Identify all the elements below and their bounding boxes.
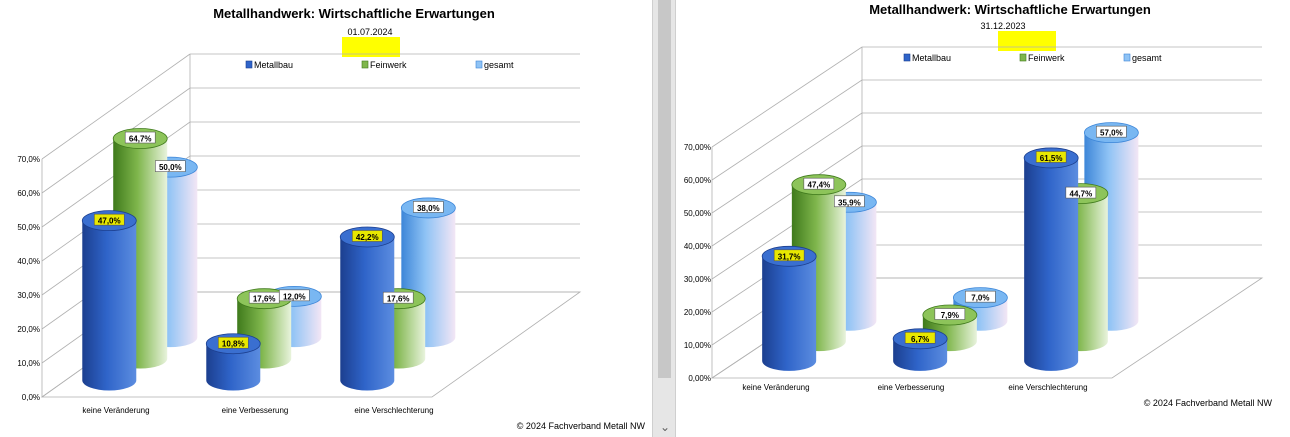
chart-subtitle: 01.07.2024 xyxy=(347,27,392,37)
data-label-box xyxy=(803,177,835,190)
x-tick-label: eine Verbesserung xyxy=(222,406,289,415)
data-label-box xyxy=(934,308,966,320)
bar-metallbau xyxy=(762,256,817,371)
data-label: 50,0% xyxy=(159,163,182,172)
data-label: 6,7% xyxy=(911,335,929,344)
bar-metallbau xyxy=(1024,157,1079,371)
gridline-side xyxy=(41,53,191,160)
data-label: 7,9% xyxy=(941,311,959,320)
gridline-side xyxy=(711,112,863,214)
chevron-down-icon[interactable]: ⌄ xyxy=(659,420,671,434)
data-labels: 50,0% 12,0% 38,0% 64,7% 17,6% 17,6% 47,0% 10,8%… xyxy=(93,131,444,349)
data-label: 61,5% xyxy=(1040,154,1063,163)
data-labels: 35,9% 7,0% 57,0% 47,4% 7,9% 44,7% 31,7% 6,7% 61,… xyxy=(773,125,1127,344)
data-label: 57,0% xyxy=(1100,129,1123,138)
data-label: 47,0% xyxy=(98,217,121,226)
scrollbar-thumb[interactable] xyxy=(658,0,671,378)
data-label-box xyxy=(1065,186,1097,199)
y-tick-label: 30,0% xyxy=(17,291,40,300)
legend-gesamt-label: gesamt xyxy=(484,60,514,70)
bar-metallbau xyxy=(206,343,261,391)
y-tick-label: 0,0% xyxy=(22,393,40,402)
y-tick-label: 0,00% xyxy=(688,374,711,383)
data-label: 17,6% xyxy=(387,295,410,304)
legend-metallbau-swatch xyxy=(245,60,253,69)
data-label-box xyxy=(155,160,186,172)
data-label-box xyxy=(1096,125,1127,138)
bar-metallbau xyxy=(340,236,395,391)
data-label: 44,7% xyxy=(1070,190,1093,199)
data-label: 7,0% xyxy=(971,294,989,303)
y-tick-label: 10,0% xyxy=(17,359,40,368)
data-label: 47,4% xyxy=(808,181,831,190)
data-label-box xyxy=(904,331,936,344)
chart-panel-left: Metallhandwerk: Wirtschaftliche Erwartun… xyxy=(17,6,646,431)
bars xyxy=(81,128,456,391)
data-label-box xyxy=(773,249,805,262)
y-tick-label: 30,00% xyxy=(684,275,711,284)
data-label: 17,6% xyxy=(253,295,276,304)
copyright-footer: © 2024 Fachverband Metall NW xyxy=(1144,398,1273,408)
legend-feinwerk-label: Feinwerk xyxy=(370,60,407,70)
legend-gesamt-swatch xyxy=(475,60,483,69)
chart-svg: Metallhandwerk: Wirtschaftliche Erwartun… xyxy=(17,6,646,431)
y-tick-label: 40,00% xyxy=(684,242,711,251)
x-tick-label: keine Veränderung xyxy=(82,406,149,415)
gridline-side xyxy=(711,46,863,148)
y-tick-label: 40,0% xyxy=(17,257,40,266)
bar-metallbau xyxy=(82,220,137,391)
chart-svg: Metallhandwerk: Wirtschaftliche Erwartun… xyxy=(684,2,1273,408)
y-tick-label: 50,0% xyxy=(17,223,40,232)
data-label-box xyxy=(93,213,125,226)
data-label-box xyxy=(1035,151,1067,163)
bars xyxy=(761,122,1139,371)
y-tick-label: 70,00% xyxy=(684,143,711,152)
gridline-side xyxy=(711,145,863,247)
data-label: 38,0% xyxy=(417,204,440,213)
data-label: 10,8% xyxy=(222,340,245,349)
data-label: 31,7% xyxy=(778,252,801,261)
date-highlight xyxy=(998,31,1056,51)
data-label-box xyxy=(217,336,249,349)
legend-metallbau-swatch xyxy=(903,53,911,62)
x-tick-label: eine Verschlechterung xyxy=(354,406,433,415)
y-tick-label: 20,0% xyxy=(17,325,40,334)
data-label-box xyxy=(248,291,280,304)
data-label-box xyxy=(834,195,865,208)
y-tick-label: 60,0% xyxy=(17,189,40,198)
chart-panel-right: Metallhandwerk: Wirtschaftliche Erwartun… xyxy=(676,0,1290,437)
data-label-box xyxy=(965,290,996,303)
chart-title: Metallhandwerk: Wirtschaftliche Erwartun… xyxy=(213,6,495,21)
legend-metallbau-label: Metallbau xyxy=(254,60,293,70)
gridline-side xyxy=(711,79,863,181)
x-tick-label: keine Veränderung xyxy=(742,383,809,392)
scrollbar[interactable]: ⌄ xyxy=(652,0,676,437)
chart-title: Metallhandwerk: Wirtschaftliche Erwartun… xyxy=(869,2,1151,17)
legend-gesamt-swatch xyxy=(1123,53,1131,62)
y-tick-label: 10,00% xyxy=(684,341,711,350)
data-label-box xyxy=(382,291,414,304)
data-label-box xyxy=(413,201,444,213)
data-label: 12,0% xyxy=(283,292,306,301)
legend-gesamt-label: gesamt xyxy=(1132,53,1162,63)
data-label: 64,7% xyxy=(129,135,152,144)
x-tick-label: eine Verbesserung xyxy=(878,383,945,392)
data-label-box xyxy=(351,230,383,242)
y-tick-label: 60,00% xyxy=(684,176,711,185)
legend-feinwerk-swatch xyxy=(1019,53,1027,62)
copyright-footer: © 2024 Fachverband Metall NW xyxy=(517,421,646,431)
data-label-box xyxy=(124,131,156,144)
data-label: 35,9% xyxy=(838,198,861,207)
y-tick-label: 70,0% xyxy=(17,155,40,164)
date-highlight xyxy=(342,37,400,57)
legend-feinwerk-swatch xyxy=(361,60,369,69)
y-tick-label: 20,00% xyxy=(684,308,711,317)
data-label: 42,2% xyxy=(356,233,379,242)
chart-subtitle: 31.12.2023 xyxy=(980,21,1025,31)
x-tick-label: eine Verschlechterung xyxy=(1008,383,1087,392)
legend-metallbau-label: Metallbau xyxy=(912,53,951,63)
legend-feinwerk-label: Feinwerk xyxy=(1028,53,1065,63)
y-tick-label: 50,00% xyxy=(684,209,711,218)
